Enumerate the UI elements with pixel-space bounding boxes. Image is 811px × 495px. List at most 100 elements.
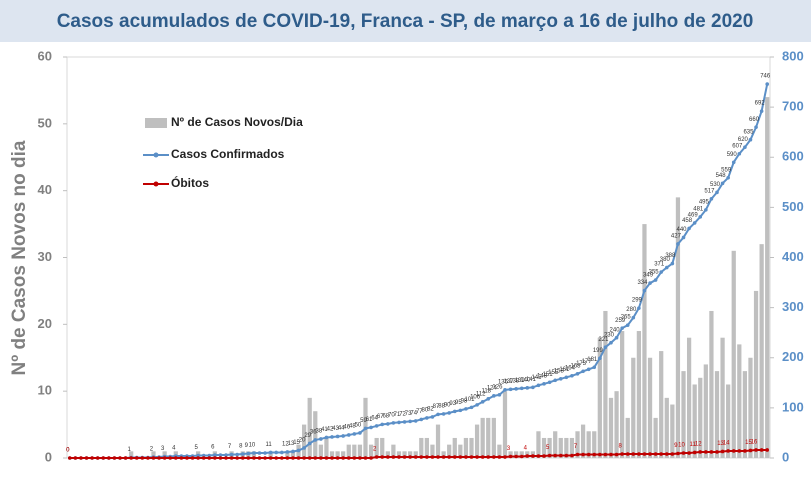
bar — [575, 431, 580, 458]
marker — [146, 456, 150, 460]
data-label: 660 — [749, 117, 760, 123]
marker — [536, 454, 541, 458]
y-tick-label: 50 — [38, 115, 52, 130]
marker — [73, 456, 78, 460]
marker — [570, 453, 574, 458]
data-label: 0 — [66, 448, 70, 454]
marker — [235, 452, 239, 457]
bar — [341, 451, 346, 458]
marker — [358, 456, 362, 460]
bar — [151, 451, 156, 458]
bar — [608, 397, 614, 458]
marker — [603, 452, 608, 457]
bar — [714, 371, 720, 458]
marker — [620, 452, 624, 456]
bar — [402, 451, 407, 458]
bar — [474, 424, 480, 458]
data-label: 139 — [515, 378, 526, 384]
data-label: 177 — [582, 359, 593, 365]
marker — [240, 452, 245, 456]
bar — [748, 357, 753, 458]
marker — [374, 424, 379, 428]
data-label: 93 — [449, 401, 456, 407]
bar — [547, 437, 552, 458]
data-label: 9 — [245, 443, 249, 449]
marker — [664, 265, 669, 270]
marker — [525, 454, 530, 458]
marker — [514, 387, 518, 391]
marker — [346, 433, 351, 437]
marker — [330, 435, 334, 439]
marker — [207, 456, 212, 460]
bar — [686, 337, 692, 458]
data-label: 2 — [150, 447, 154, 453]
data-label: 1 — [127, 447, 131, 453]
marker — [162, 456, 167, 460]
data-label: 3 — [161, 446, 165, 452]
data-label: 48 — [349, 424, 356, 430]
marker — [397, 420, 401, 425]
marker — [168, 456, 173, 460]
data-label: 5 — [546, 445, 550, 451]
marker — [140, 456, 145, 460]
bar — [726, 384, 731, 458]
data-label: 2 — [373, 447, 377, 453]
data-label: 334 — [637, 280, 648, 286]
marker — [307, 456, 312, 460]
y2-tick-label: 100 — [782, 399, 804, 414]
bar — [564, 437, 569, 458]
marker — [380, 455, 385, 459]
marker — [224, 456, 228, 460]
marker — [748, 137, 753, 142]
marker — [469, 405, 474, 410]
marker — [291, 449, 295, 454]
legend-label: Casos Confirmados — [171, 147, 285, 161]
bar — [742, 371, 748, 458]
marker — [341, 434, 345, 438]
marker — [531, 454, 535, 458]
marker — [464, 407, 468, 411]
marker — [547, 453, 552, 458]
data-label: 12 — [282, 442, 289, 448]
marker — [676, 242, 680, 246]
data-label: 14 — [723, 441, 730, 447]
marker — [759, 109, 764, 113]
bar — [670, 404, 675, 458]
bar — [413, 451, 418, 458]
marker — [302, 456, 306, 460]
data-label: 11 — [690, 442, 697, 448]
marker — [413, 419, 418, 423]
marker — [609, 340, 613, 345]
marker — [731, 449, 736, 453]
bar — [458, 444, 463, 458]
bar — [368, 444, 374, 458]
data-label: 59 — [360, 418, 367, 424]
marker — [508, 454, 513, 459]
marker — [358, 431, 362, 435]
legend-marker — [153, 181, 159, 187]
marker — [79, 456, 83, 460]
y-axis-label: Nº de Casos Novos no dia — [9, 140, 30, 375]
marker — [363, 426, 368, 431]
bar — [753, 290, 759, 458]
marker — [419, 455, 424, 459]
data-label: 427 — [671, 234, 682, 240]
marker — [313, 438, 318, 442]
marker — [726, 176, 730, 180]
data-label: 6 — [211, 445, 215, 451]
marker — [743, 145, 747, 150]
data-label: 141 — [526, 377, 537, 383]
bar — [486, 417, 491, 458]
data-label: 221 — [598, 337, 609, 343]
data-label: 517 — [704, 188, 715, 194]
data-label: 136 — [498, 379, 509, 385]
data-label: 41 — [321, 427, 328, 433]
marker — [765, 82, 770, 86]
data-label: 67 — [377, 414, 384, 420]
marker — [196, 453, 200, 458]
marker — [519, 386, 524, 391]
bar — [497, 444, 502, 458]
marker — [709, 197, 714, 201]
marker — [519, 454, 524, 459]
marker — [263, 451, 267, 455]
